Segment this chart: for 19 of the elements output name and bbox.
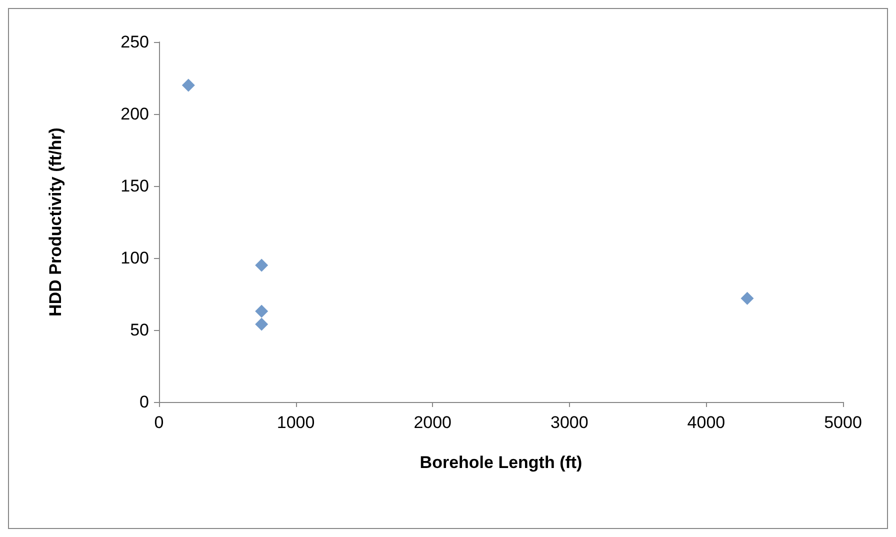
point [255,318,268,331]
y-tick-label: 50 [130,320,149,340]
y-tick-label: 250 [120,32,149,52]
y-axis-title: HDD Productivity (ft/hr) [46,128,65,316]
point [255,304,268,318]
point [740,292,754,305]
x-axis-title: Borehole Length (ft) [420,453,582,472]
y-tick-label: 0 [140,392,149,412]
y-tick-label: 150 [120,176,149,196]
x-tick-label: 1000 [276,413,315,432]
x-tick-label: 4000 [687,413,726,432]
x-tick-label: 5000 [824,413,862,432]
y-tick-label: 100 [120,248,149,268]
point [255,258,268,272]
point [182,78,195,92]
x-tick-label: 3000 [550,413,588,432]
x-tick-label: 0 [154,413,164,432]
x-tick-label: 2000 [414,413,452,432]
y-tick-label: 200 [120,104,149,124]
